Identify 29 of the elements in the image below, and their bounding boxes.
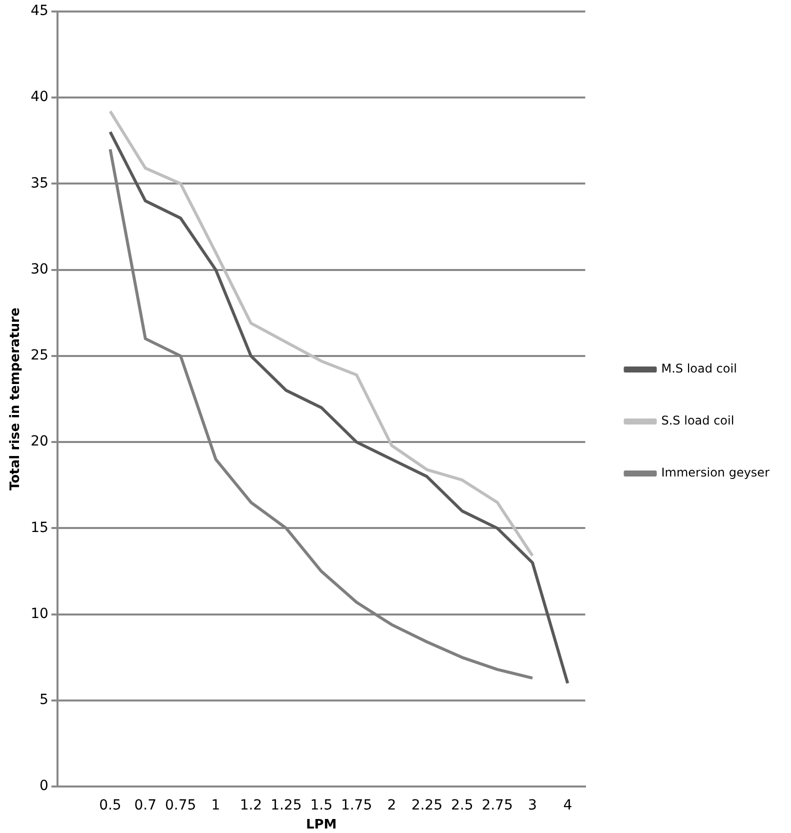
x-tick-label: 4 bbox=[563, 798, 572, 814]
x-tick-label: 1.5 bbox=[310, 798, 332, 814]
y-tick-label: 20 bbox=[30, 434, 48, 450]
x-tick-label: 2.5 bbox=[450, 798, 474, 814]
y-tick-label: 15 bbox=[30, 520, 48, 536]
x-tick-label: 3 bbox=[528, 798, 537, 814]
legend-label: M.S load coil bbox=[661, 362, 737, 376]
y-tick-label: 25 bbox=[30, 348, 48, 364]
y-tick-label: 0 bbox=[39, 778, 48, 794]
x-tick-label: 2.75 bbox=[482, 798, 513, 814]
x-tick-label: 1.2 bbox=[240, 798, 262, 814]
y-tick-label: 40 bbox=[30, 89, 48, 106]
y-tick-label: 45 bbox=[30, 3, 48, 20]
legend-label: S.S load coil bbox=[661, 414, 734, 428]
x-tick-label: 1.25 bbox=[270, 798, 302, 814]
x-axis-title: LPM bbox=[306, 818, 337, 833]
x-tick-label: 2.25 bbox=[411, 798, 442, 814]
y-axis-title: Total rise in temperature bbox=[8, 307, 24, 490]
x-tick-label: 0.7 bbox=[134, 798, 157, 814]
x-tick-label: 1 bbox=[211, 798, 220, 814]
legend-label: Immersion geyser bbox=[661, 466, 770, 480]
y-tick-label: 35 bbox=[30, 175, 48, 192]
x-tick-label: 1.75 bbox=[340, 798, 372, 814]
x-tick-label: 2 bbox=[387, 798, 396, 814]
y-tick-label: 5 bbox=[39, 692, 48, 708]
x-tick-label: 0.75 bbox=[164, 798, 196, 814]
y-tick-label: 30 bbox=[30, 261, 48, 278]
y-tick-label: 10 bbox=[30, 606, 48, 622]
x-tick-label: 0.5 bbox=[99, 798, 122, 814]
